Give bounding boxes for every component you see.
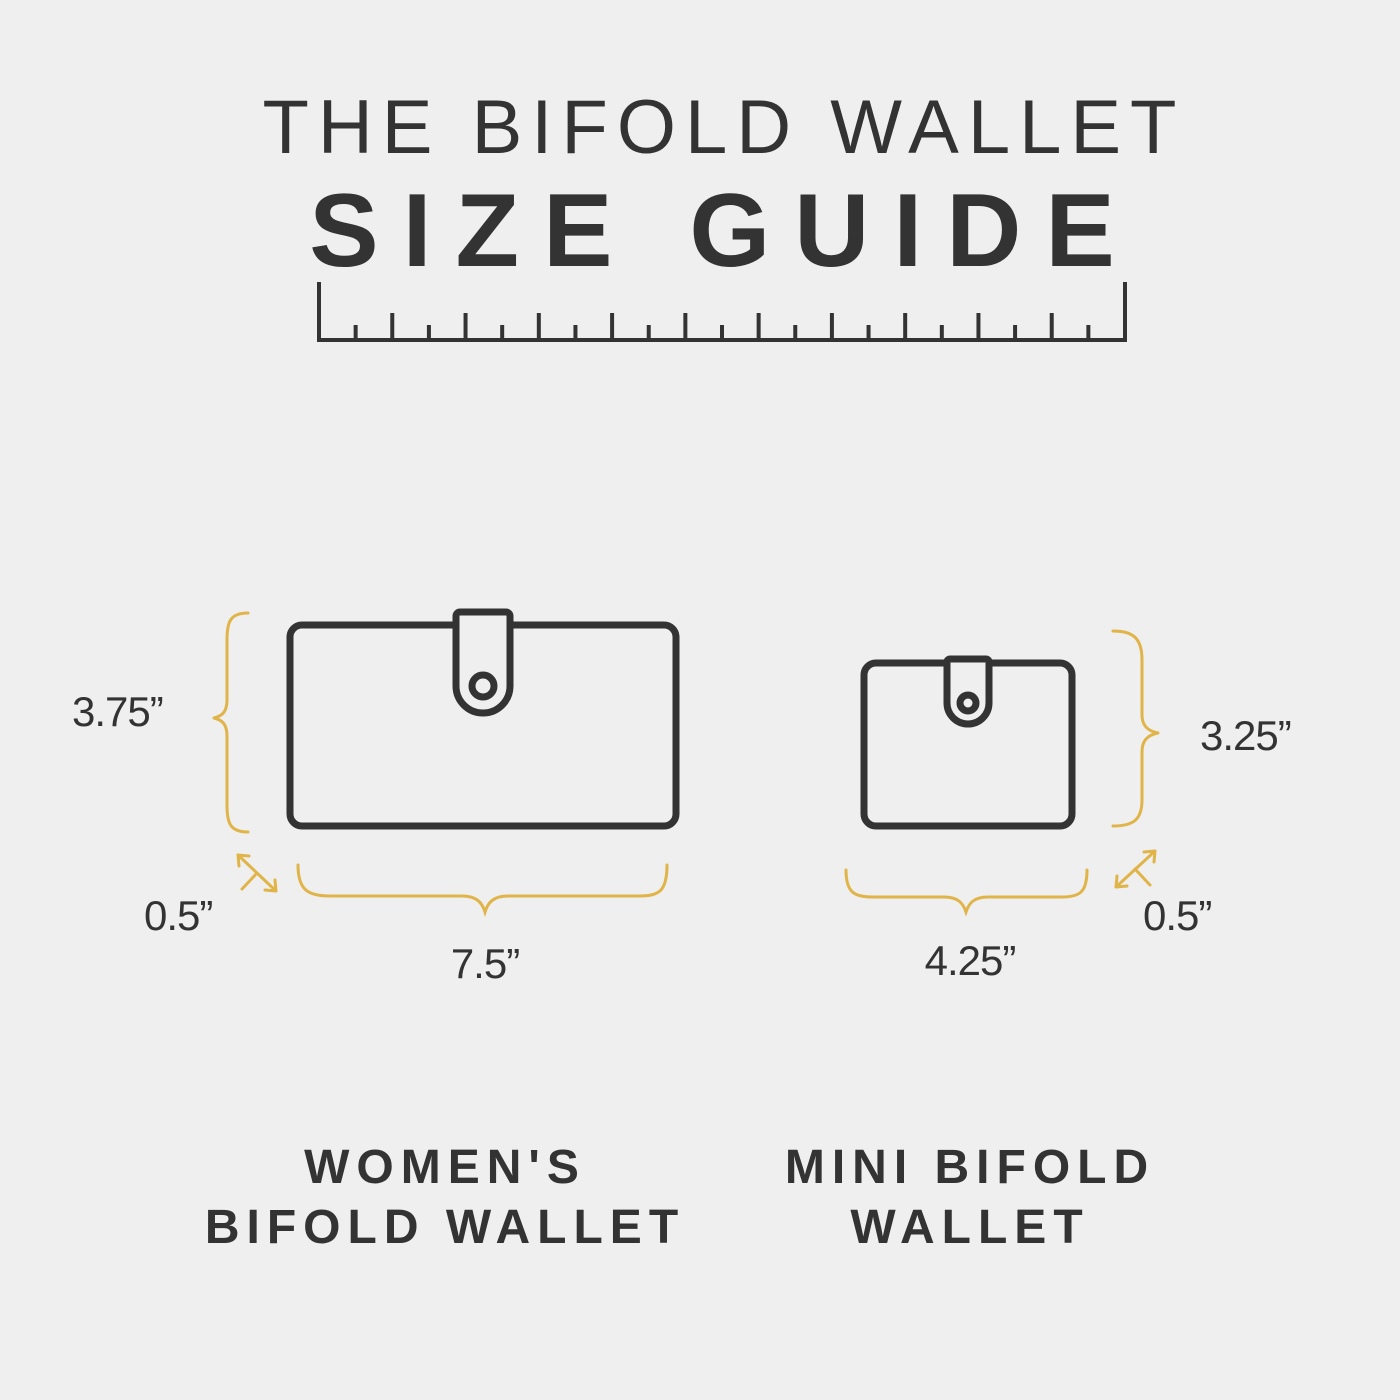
- title-line2: SIZE GUIDE: [309, 173, 1139, 289]
- womens-wallet-name-line1: WOMEN'S: [304, 1141, 586, 1194]
- womens-depth-arrow-icon: [236, 853, 278, 893]
- womens-height-brace-icon: [212, 611, 250, 834]
- mini-width-brace-icon: [844, 868, 1089, 917]
- ruler-icon: [317, 282, 1127, 342]
- mini-wallet-name-line2: WALLET: [850, 1201, 1090, 1254]
- mini-depth-arrow-icon: [1114, 849, 1157, 889]
- mini-wallet-icon: [860, 655, 1076, 830]
- womens-wallet-name: WOMEN'S BIFOLD WALLET: [180, 1138, 710, 1258]
- womens-wallet-icon: [286, 608, 680, 830]
- womens-height-label: 3.75”: [72, 688, 164, 735]
- mini-width-label: 4.25”: [924, 937, 1017, 984]
- womens-width-brace-icon: [296, 863, 669, 918]
- womens-width-label: 7.5”: [450, 940, 520, 987]
- mini-height-brace-icon: [1111, 629, 1160, 828]
- mini-height-label: 3.25”: [1200, 712, 1292, 759]
- mini-wallet-name: MINI BIFOLD WALLET: [740, 1138, 1200, 1258]
- womens-depth-label: 0.5”: [144, 892, 213, 939]
- mini-depth-label: 0.5”: [1143, 892, 1212, 939]
- womens-wallet-name-line2: BIFOLD WALLET: [204, 1201, 686, 1254]
- title-line1: THE BIFOLD WALLET: [262, 85, 1186, 170]
- mini-wallet-name-line1: MINI BIFOLD: [784, 1141, 1156, 1194]
